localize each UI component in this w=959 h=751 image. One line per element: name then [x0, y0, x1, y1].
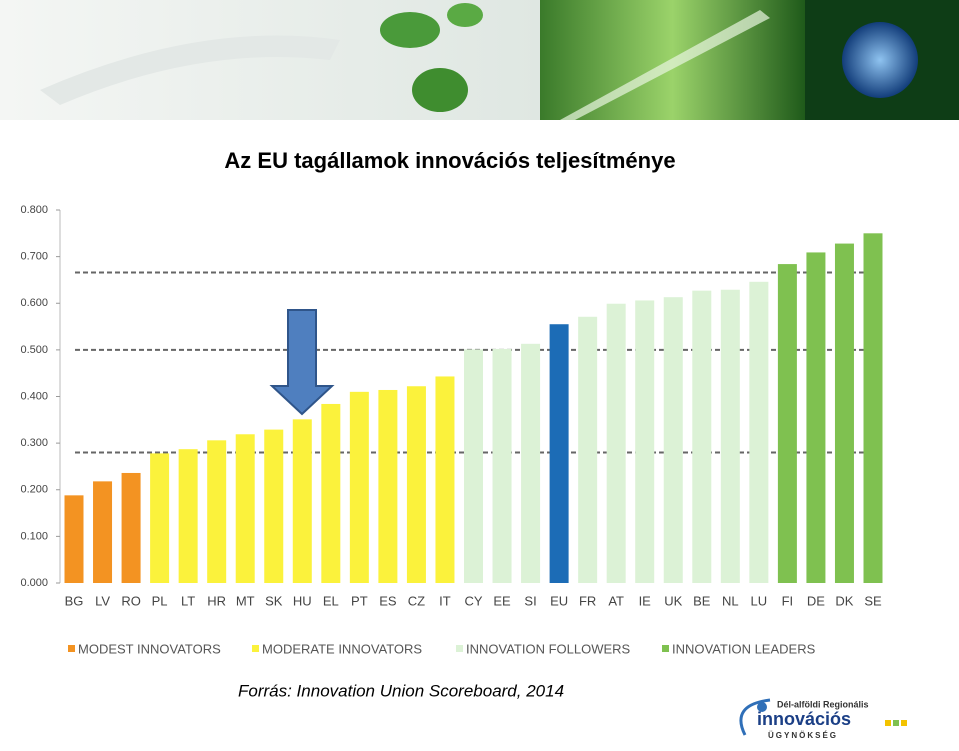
- bar: [121, 472, 141, 583]
- bar: [178, 449, 198, 583]
- x-tick-label: SK: [265, 593, 283, 608]
- bar: [663, 297, 683, 583]
- bar: [692, 290, 712, 583]
- bar: [606, 303, 626, 583]
- source: Forrás: Innovation Union Scoreboard, 201…: [238, 681, 564, 700]
- x-tick-label: MT: [236, 593, 255, 608]
- y-tick-label: 0.000: [20, 577, 48, 589]
- bar: [720, 289, 740, 583]
- bar: [235, 434, 255, 583]
- x-tick-label: ES: [379, 593, 397, 608]
- bar: [464, 349, 483, 583]
- x-tick-label: EL: [323, 593, 339, 608]
- x-tick-label: CY: [464, 593, 482, 608]
- x-tick-label: LT: [181, 593, 195, 608]
- x-tick-label: PT: [351, 593, 368, 608]
- bar: [863, 233, 883, 583]
- x-tick-label: CZ: [408, 593, 425, 608]
- x-tick-label: HR: [207, 593, 226, 608]
- x-tick-label: IT: [439, 593, 451, 608]
- x-tick-label: EE: [493, 593, 511, 608]
- bar: [578, 316, 598, 583]
- x-tick-label: DK: [835, 593, 853, 608]
- legend-label: INNOVATION FOLLOWERS: [466, 641, 631, 656]
- y-tick-label: 0.600: [20, 297, 48, 309]
- legend-label: MODERATE INNOVATORS: [262, 641, 422, 656]
- x-tick-label: PL: [152, 593, 168, 608]
- bar: [834, 243, 854, 583]
- bar: [264, 429, 284, 583]
- legend-label: MODEST INNOVATORS: [78, 641, 221, 656]
- x-tick-label: EU: [550, 593, 568, 608]
- y-tick-label: 0.800: [20, 204, 48, 216]
- bar: [435, 376, 455, 583]
- legend-swatch: [68, 645, 75, 652]
- bar: [806, 252, 826, 583]
- bar: [292, 419, 312, 583]
- legend-swatch: [252, 645, 259, 652]
- bar: [492, 348, 512, 583]
- x-tick-label: HU: [293, 593, 312, 608]
- x-tick-label: IE: [639, 593, 652, 608]
- chart-title: Az EU tagállamok innovációs teljesítmény…: [224, 148, 675, 173]
- y-tick-label: 0.500: [20, 344, 48, 356]
- x-tick-label: SE: [864, 593, 882, 608]
- x-tick-label: FR: [579, 593, 596, 608]
- bar: [93, 481, 113, 583]
- arrow: [269, 309, 335, 416]
- logo-line3: ÜGYNÖKSÉG: [768, 731, 838, 740]
- bar: [521, 343, 541, 583]
- legend-label: INNOVATION LEADERS: [672, 641, 816, 656]
- bar: [777, 264, 797, 583]
- x-tick-label: BE: [693, 593, 711, 608]
- logo: Dél-alföldi Regionális innovációs ÜGYNÖK…: [739, 698, 907, 740]
- bar: [207, 440, 227, 583]
- bar: [321, 403, 341, 583]
- bar: [378, 389, 398, 583]
- y-tick-label: 0.200: [20, 484, 48, 496]
- logo-line2: innovációs: [757, 709, 851, 729]
- x-tick-label: LV: [95, 593, 110, 608]
- x-tick-label: AT: [608, 593, 624, 608]
- bar: [549, 324, 569, 583]
- bar: [64, 495, 84, 583]
- x-tick-label: UK: [664, 593, 682, 608]
- bar: [635, 300, 655, 583]
- x-tick-label: SI: [524, 593, 536, 608]
- plot: 0.000 0.100 0.200 0.300 0.400 0.500 0.600 0.700…: [20, 204, 883, 656]
- bar: [150, 453, 170, 583]
- bar: [406, 386, 426, 583]
- x-tick-label: LU: [751, 593, 768, 608]
- y-tick-label: 0.700: [20, 251, 48, 263]
- legend-swatch: [662, 645, 669, 652]
- x-tick-label: NL: [722, 593, 739, 608]
- x-tick-label: FI: [782, 593, 794, 608]
- x-tick-label: RO: [121, 593, 141, 608]
- y-tick-label: 0.300: [20, 437, 48, 449]
- logo-line1: Dél-alföldi Regionális: [777, 699, 869, 709]
- bar: [749, 281, 769, 583]
- bar: [349, 391, 369, 583]
- header-banner: [0, 0, 959, 120]
- y-tick-label: 0.400: [20, 390, 48, 402]
- legend-swatch: [456, 645, 463, 652]
- x-tick-label: BG: [65, 593, 84, 608]
- x-tick-label: DE: [807, 593, 825, 608]
- y-tick-label: 0.100: [20, 530, 48, 542]
